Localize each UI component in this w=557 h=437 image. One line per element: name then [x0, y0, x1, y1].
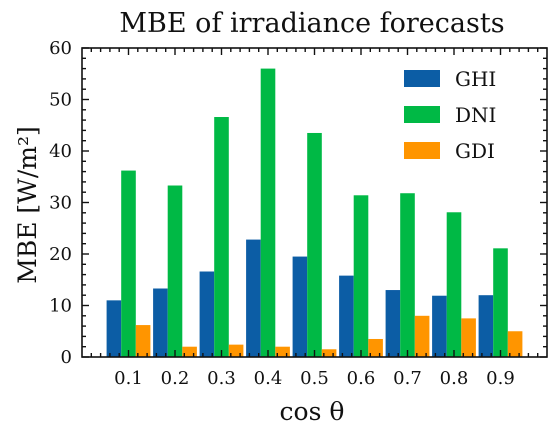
bar-gdi-0.6 [368, 338, 383, 357]
bar-ghi-0.1 [106, 300, 122, 357]
x-tick-label-0.6: 0.6 [347, 368, 376, 389]
bar-dni-0.9 [493, 248, 508, 357]
bar-ghi-0.4 [246, 239, 261, 357]
bar-dni-0.2 [167, 185, 183, 357]
chart-title: MBE of irradiance forecasts [119, 8, 504, 39]
x-tick-label-0.7: 0.7 [393, 368, 422, 389]
bar-gdi-0.2 [182, 346, 197, 357]
x-tick-label-0.8: 0.8 [440, 368, 469, 389]
bar-ghi-0.2 [153, 288, 168, 357]
y-tick-label: 20 [49, 244, 72, 265]
y-tick-label: 60 [49, 38, 72, 59]
bar-dni-0.5 [307, 132, 322, 357]
bar-gdi-0.1 [135, 325, 151, 357]
bar-gdi-0.5 [321, 349, 337, 357]
y-tick-label: 40 [49, 141, 72, 162]
y-tick-label: 30 [49, 193, 72, 214]
bar-ghi-0.7 [385, 290, 401, 357]
x-tick-label-0.2: 0.2 [161, 368, 190, 389]
bar-gdi-0.7 [414, 315, 430, 357]
legend-swatch-gdi [404, 142, 440, 159]
y-tick-label: 10 [49, 296, 72, 317]
plot-area: 0 10 20 30 40 50 60 0.1 0.2 0.3 0.4 0.5 0.6 0.7 0.8 0.9 [49, 38, 548, 389]
x-tick-label-0.9: 0.9 [486, 368, 515, 389]
bar-ghi-0.6 [339, 275, 354, 357]
bar-ghi-0.3 [199, 271, 215, 357]
y-tick-label: 0 [61, 347, 72, 368]
bar-gdi-0.9 [507, 331, 523, 357]
legend-label-gdi: GDI [455, 139, 495, 163]
x-tick-label-0.1: 0.1 [114, 368, 143, 389]
x-tick-label-0.5: 0.5 [300, 368, 329, 389]
y-axis-label: MBE [W/m²] [13, 126, 42, 284]
bar-dni-0.4 [260, 68, 276, 357]
bar-ghi-0.5 [292, 256, 308, 357]
legend-swatch-dni [404, 106, 440, 123]
legend: GHI DNI GDI [404, 67, 496, 163]
bar-gdi-0.4 [275, 346, 290, 357]
bar-ghi-0.9 [478, 295, 494, 357]
y-tick-label: 50 [49, 90, 72, 111]
bar-dni-0.6 [353, 195, 369, 357]
legend-label-dni: DNI [455, 103, 496, 127]
bar-dni-0.7 [400, 193, 415, 357]
bar-ghi-0.8 [432, 295, 447, 357]
bar-gdi-0.8 [461, 318, 476, 358]
bar-dni-0.3 [214, 117, 229, 357]
bar-dni-0.1 [121, 170, 136, 357]
legend-swatch-ghi [404, 70, 440, 87]
x-tick-label-0.4: 0.4 [254, 368, 283, 389]
bar-dni-0.8 [446, 212, 462, 357]
legend-label-ghi: GHI [455, 67, 496, 91]
x-tick-label-0.3: 0.3 [207, 368, 236, 389]
x-axis-label: cos θ [280, 397, 345, 426]
